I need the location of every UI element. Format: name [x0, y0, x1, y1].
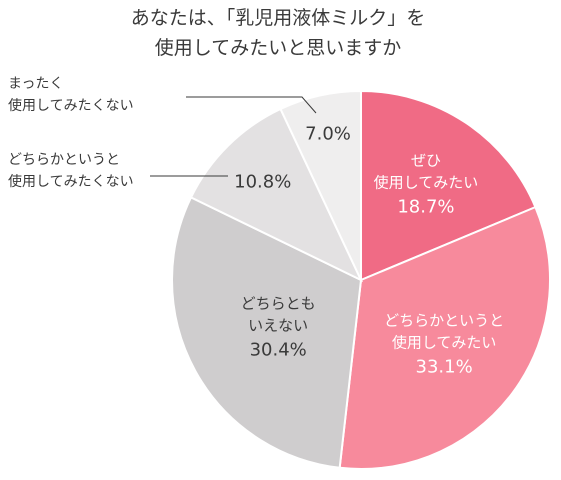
- slice-category-label: どちらかというと: [384, 311, 504, 329]
- pie-slices: [171, 89, 551, 470]
- pie-slice: [338, 205, 551, 470]
- slice-category-label: 使用してみたくない: [8, 173, 134, 190]
- slice-category-label: どちらとも: [241, 295, 316, 313]
- leader-line: [186, 96, 317, 114]
- slice-category-label: どちらかというと: [8, 152, 120, 168]
- pie-slice: [189, 107, 364, 283]
- slice-value-label: 18.7%: [397, 196, 454, 217]
- slice-category-label: 使用してみたい: [392, 333, 497, 351]
- pie-slice: [171, 196, 363, 469]
- slice-value-label: 7.0%: [305, 123, 351, 144]
- slice-category-label: 使用してみたくない: [8, 97, 134, 114]
- slice-value-label: 30.4%: [250, 340, 307, 361]
- slice-category-label: 使用してみたい: [374, 173, 479, 191]
- chart-title-line-1: あなたは、「乳児用液体ミルク」を: [131, 7, 426, 29]
- chart-title-line-2: 使用してみたいと思いますか: [155, 37, 401, 59]
- slice-value-label: 10.8%: [234, 171, 291, 192]
- pie-slice: [279, 89, 362, 281]
- slice-value-label: 33.1%: [416, 356, 473, 377]
- slice-category-label: ぜひ: [411, 151, 441, 169]
- pie-labels: ぜひ使用してみたい18.7%どちらかというと使用してみたい33.1%どちらともい…: [8, 76, 504, 377]
- slice-category-label: いえない: [248, 317, 308, 335]
- pie-slice: [360, 89, 537, 282]
- slice-category-label: まったく: [8, 76, 63, 92]
